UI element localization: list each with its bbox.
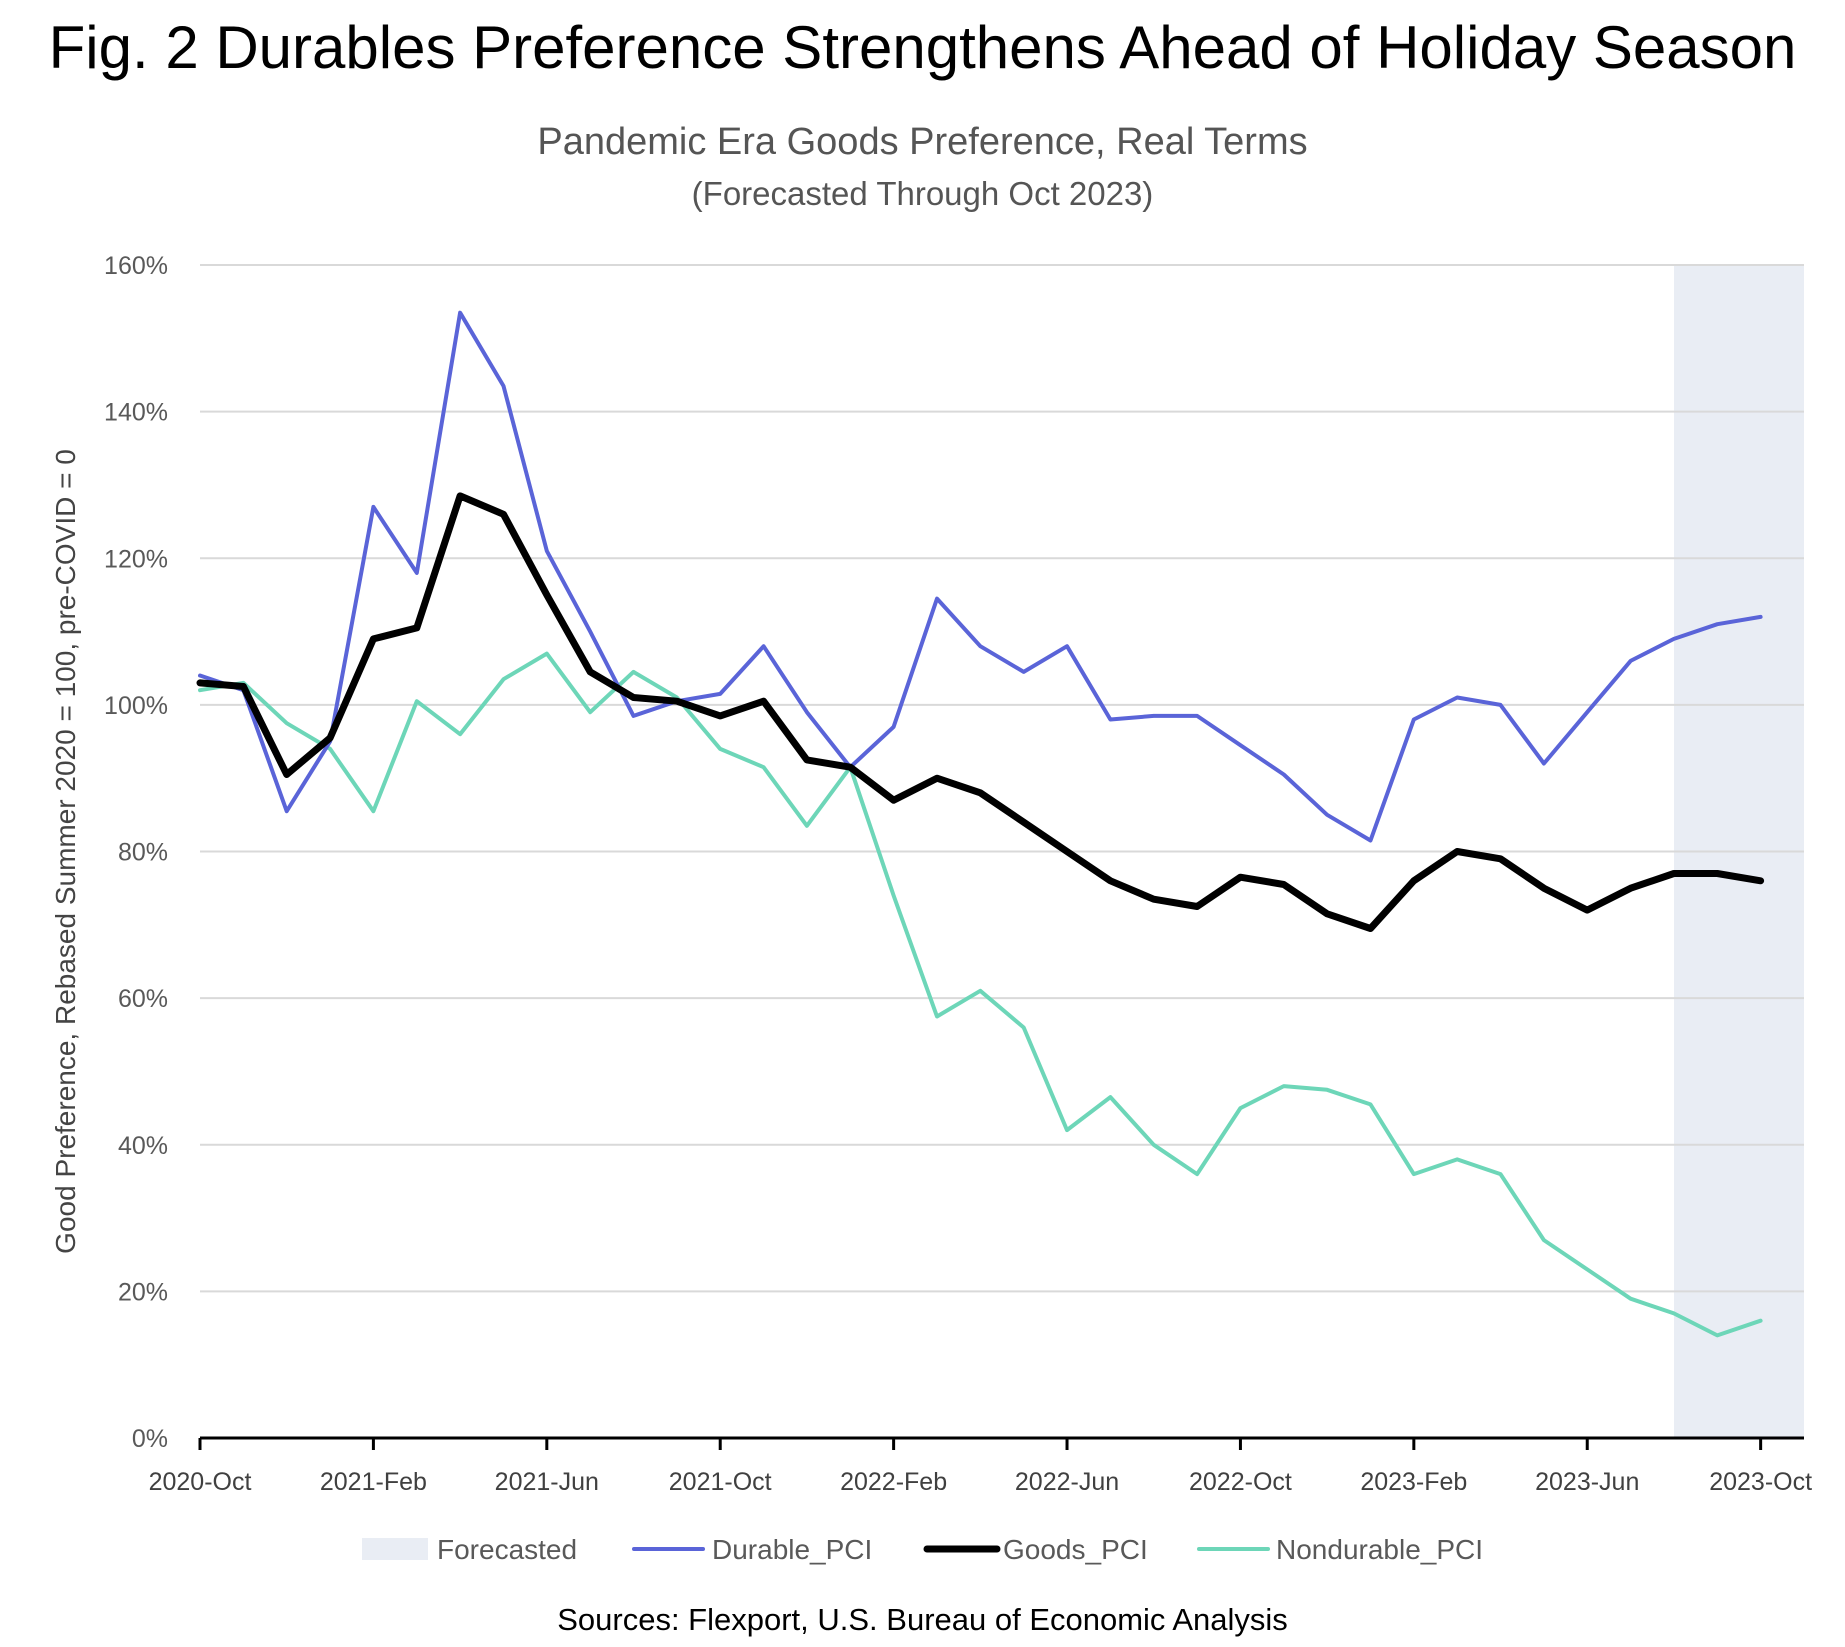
legend-label: Durable_PCI xyxy=(712,1534,872,1565)
y-tick-label: 20% xyxy=(118,1278,168,1306)
legend-label: Goods_PCI xyxy=(1003,1534,1148,1565)
series-line-nondurable xyxy=(198,651,1763,1338)
x-tick-label: 2023-Feb xyxy=(1360,1468,1467,1496)
y-tick-label: 60% xyxy=(118,985,168,1013)
chart-title: Pandemic Era Goods Preference, Real Term… xyxy=(537,121,1308,163)
series-line-goods xyxy=(196,492,1765,932)
y-tick-label: 100% xyxy=(104,692,168,720)
y-tick-label: 120% xyxy=(104,545,168,573)
figure-title: Fig. 2 Durables Preference Strengthens A… xyxy=(48,14,1797,81)
y-axis-label: Good Preference, Rebased Summer 2020 = 1… xyxy=(50,449,81,1254)
x-tick-label: 2021-Jun xyxy=(495,1468,599,1496)
x-tick-label: 2022-Jun xyxy=(1015,1468,1119,1496)
x-tick-label: 2021-Oct xyxy=(669,1468,772,1496)
y-tick-label: 140% xyxy=(104,399,168,427)
x-tick-labels: 2020-Oct 2021-Feb 2021-Jun 2021-Oct 2022-Feb… xyxy=(149,1468,1813,1496)
y-tick-label: 160% xyxy=(104,252,168,280)
x-tick-label: 2021-Feb xyxy=(320,1468,427,1496)
chart-subtitle: (Forecasted Through Oct 2023) xyxy=(691,175,1154,212)
legend-swatch-forecasted xyxy=(362,1538,428,1560)
series-lines xyxy=(196,310,1765,1338)
x-tick-label: 2023-Jun xyxy=(1535,1468,1639,1496)
x-tick-label: 2020-Oct xyxy=(149,1468,252,1496)
y-tick-label: 80% xyxy=(118,839,168,867)
source-note: Sources: Flexport, U.S. Bureau of Econom… xyxy=(557,1602,1288,1637)
x-axis xyxy=(198,1436,1804,1450)
legend-label: Nondurable_PCI xyxy=(1276,1534,1483,1565)
y-tick-labels: 0% 20% 40% 60% 80% 100% 120% 140% 160% xyxy=(104,252,168,1453)
x-tick-label: 2022-Feb xyxy=(840,1468,947,1496)
series-line-durable xyxy=(198,310,1763,843)
x-tick-label: 2022-Oct xyxy=(1189,1468,1292,1496)
legend: Forecasted Durable_PCI Goods_PCI Nondurable… xyxy=(362,1534,1483,1565)
legend-label: Forecasted xyxy=(437,1534,577,1565)
y-tick-label: 0% xyxy=(132,1425,168,1453)
x-tick-label: 2023-Oct xyxy=(1709,1468,1812,1496)
gridlines xyxy=(200,264,1804,1293)
y-tick-label: 40% xyxy=(118,1132,168,1160)
